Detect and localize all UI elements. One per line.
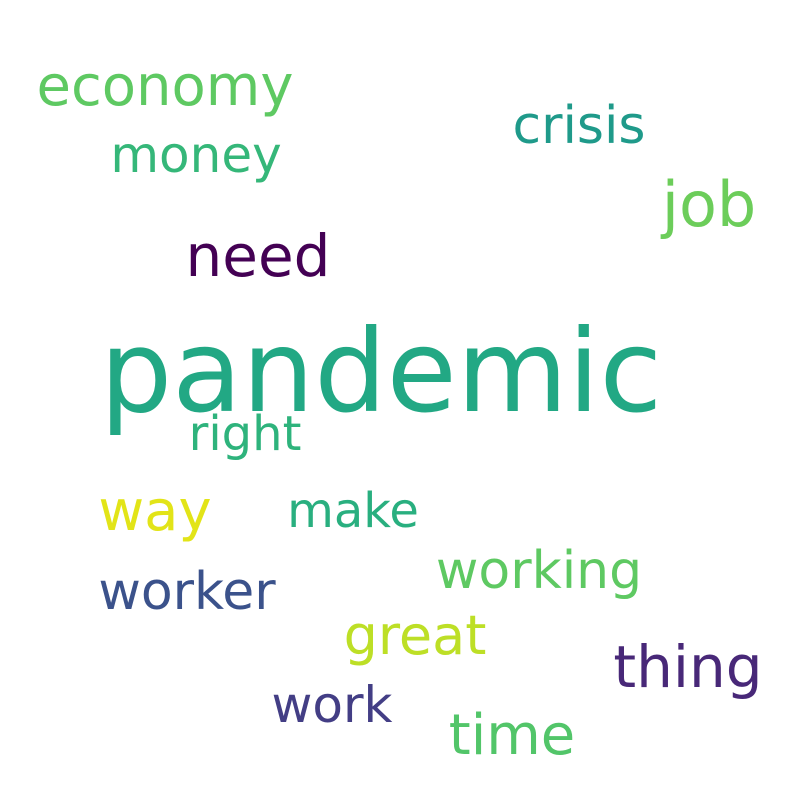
word-working: working <box>435 541 643 601</box>
word-need: need <box>185 222 331 290</box>
word-work: work <box>271 676 393 734</box>
word-right: right <box>188 406 302 462</box>
word-make: make <box>287 483 419 539</box>
word-worker: worker <box>98 562 276 622</box>
word-time: time <box>448 703 576 768</box>
word-job: job <box>661 168 757 241</box>
word-crisis: crisis <box>512 96 646 156</box>
word-great: great <box>343 604 487 667</box>
word-economy: economy <box>36 54 294 119</box>
word-thing: thing <box>613 633 763 701</box>
word-way: way <box>98 479 212 544</box>
word-money: money <box>110 126 282 184</box>
word-pandemic: pandemic <box>99 305 663 438</box>
